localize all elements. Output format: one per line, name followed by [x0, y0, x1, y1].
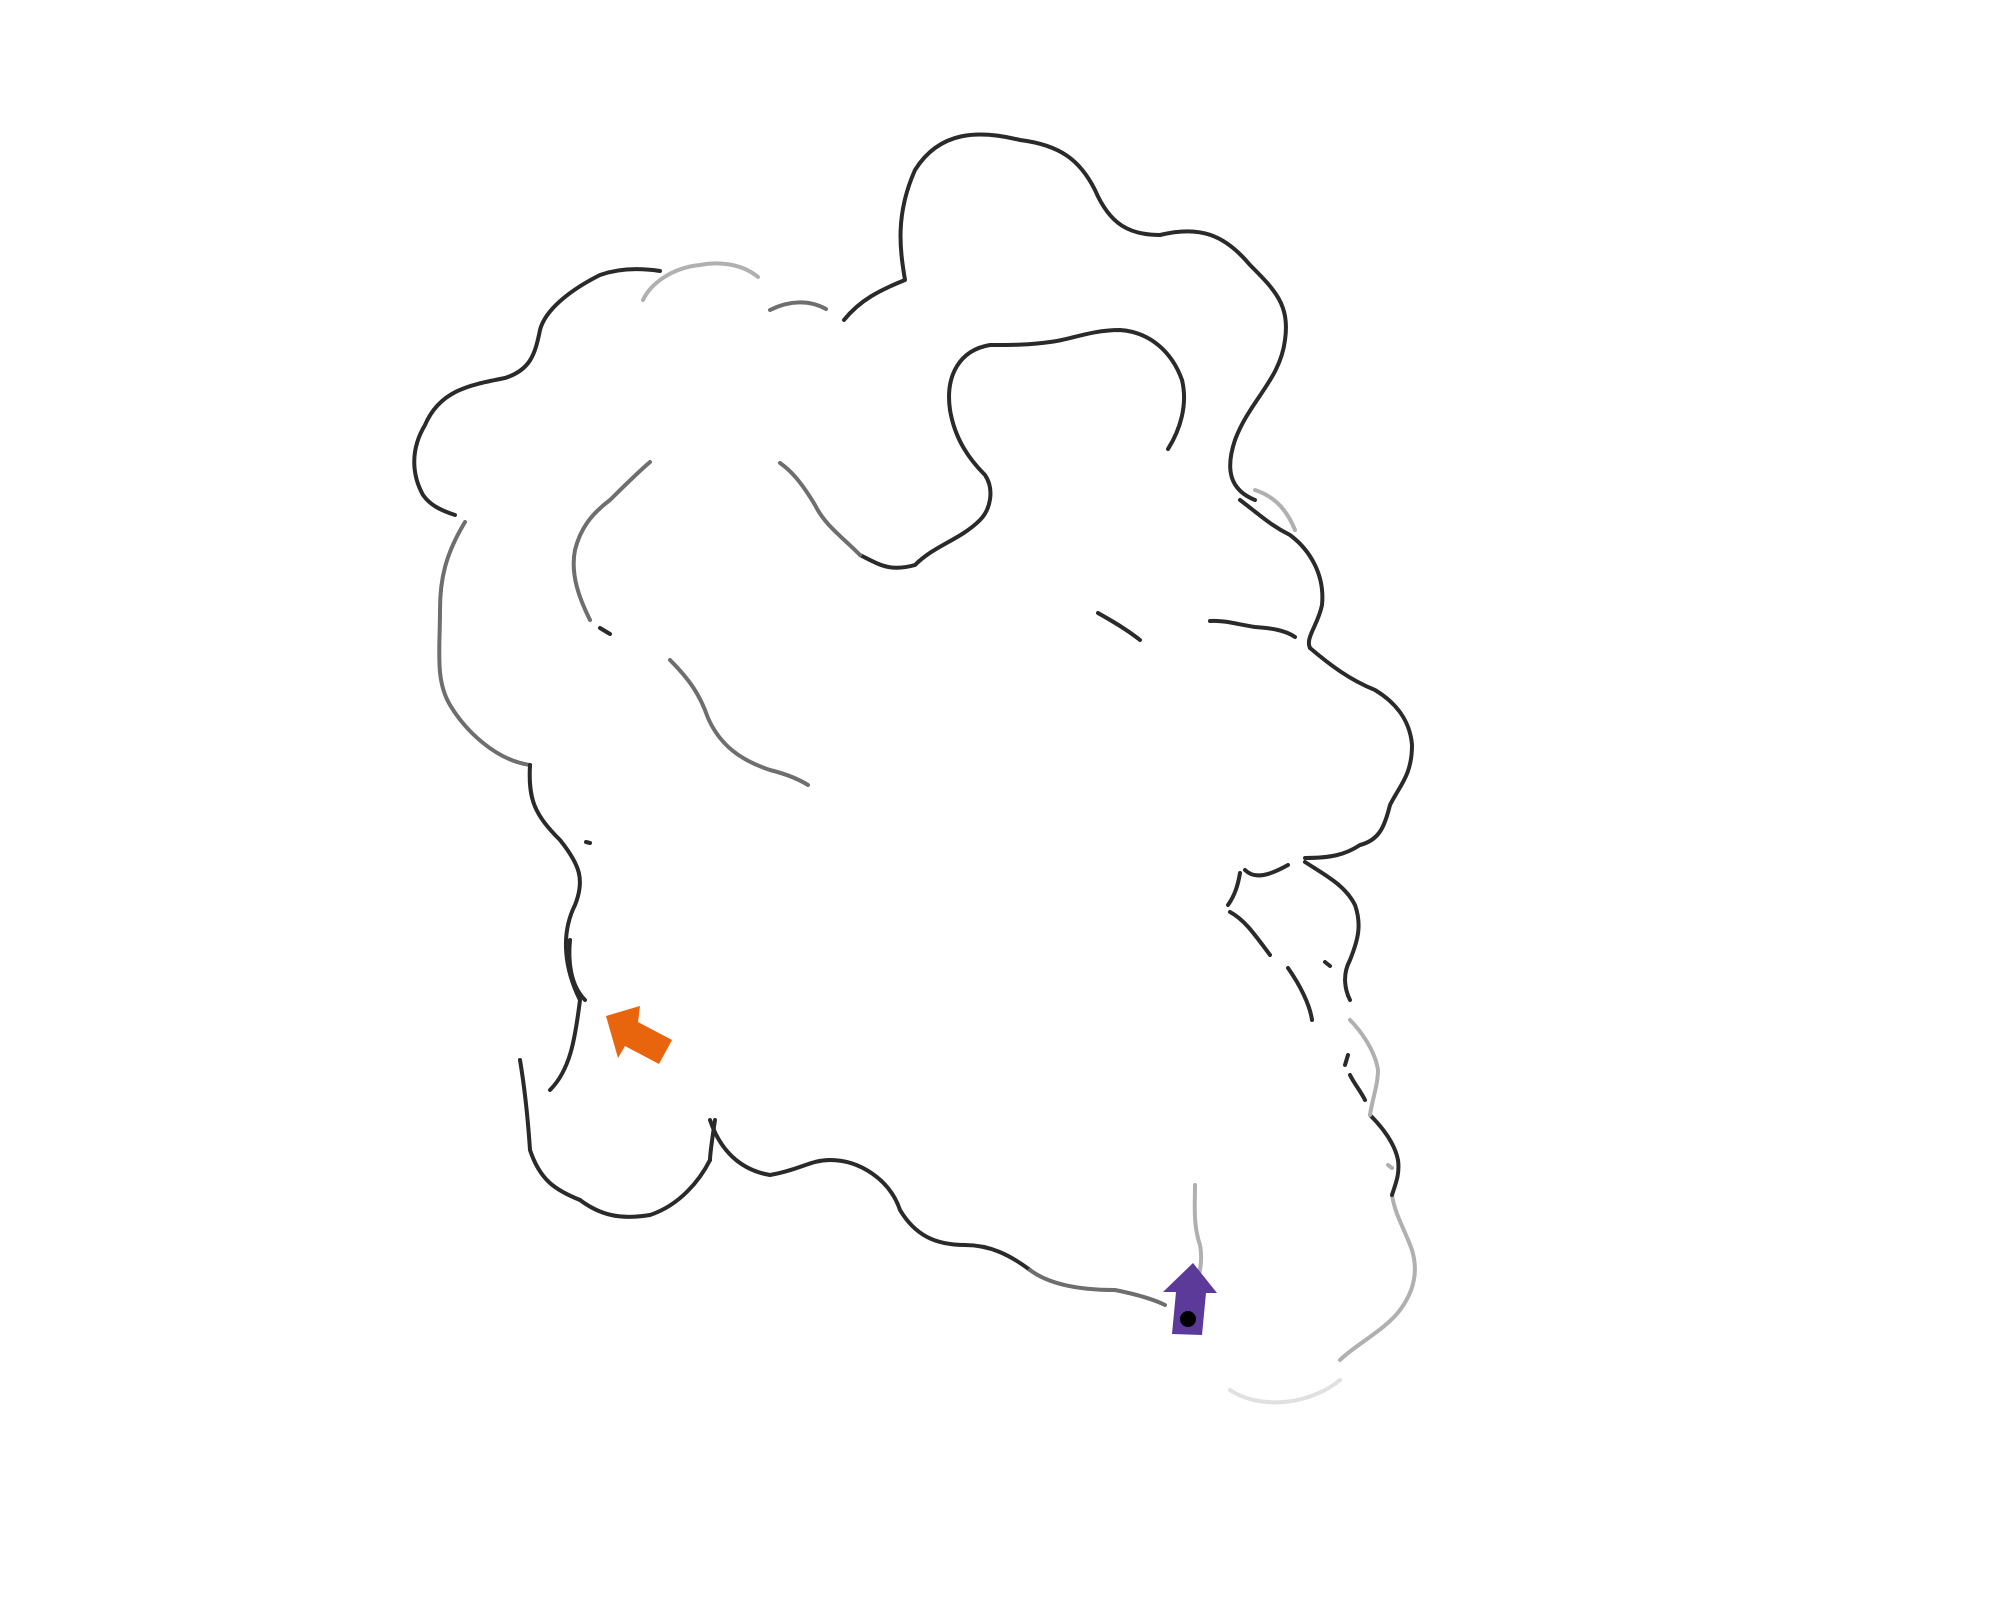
wall-segment [527, 763, 582, 1092]
wall-segment [668, 658, 810, 787]
wall-segment [1386, 1163, 1394, 1170]
maze-outer-wall [412, 132, 1288, 1202]
wall-segment [1028, 1268, 1167, 1307]
wall-segment [437, 520, 532, 767]
purple-arrow-player-icon[interactable] [1163, 1263, 1217, 1335]
maze-lower-wall [578, 1018, 1417, 1405]
maze-inner-walls [571, 328, 1297, 845]
wall-segment [1348, 1073, 1367, 1102]
wall-segment [768, 300, 828, 312]
wall-segment [571, 460, 652, 622]
player-arrow-shape[interactable] [1163, 1263, 1217, 1335]
wall-segment [1226, 871, 1242, 907]
wall-segment [578, 1158, 712, 1219]
maze-right-wall [1226, 488, 1414, 1170]
wall-segment [1208, 618, 1297, 639]
wall-segment [1238, 498, 1325, 650]
wall-segment [1253, 488, 1297, 532]
wall-segment [1286, 966, 1314, 1022]
wall-segment [1368, 1113, 1401, 1197]
wall-segment [778, 461, 862, 557]
wall-segment [1338, 1193, 1417, 1362]
goal-arrow-shape[interactable] [606, 1006, 672, 1064]
wall-segment [1303, 646, 1414, 860]
wall-segment [518, 1058, 582, 1202]
wall-segment [1243, 863, 1290, 878]
wall-segment [1303, 860, 1361, 1002]
orange-arrow-icon[interactable] [606, 1006, 672, 1064]
wall-segment [1228, 910, 1272, 957]
wall-segment [708, 1118, 1032, 1272]
player-dot [1180, 1311, 1196, 1327]
wall-segment [1323, 960, 1332, 968]
wall-segment [1096, 611, 1142, 642]
wall-segment [842, 132, 1288, 502]
wall-segment [584, 840, 592, 845]
wall-segment [708, 1118, 717, 1162]
wall-segment [412, 267, 662, 517]
wall-segment [598, 626, 612, 636]
wall-segment [1228, 1378, 1342, 1405]
wall-segment [1343, 1053, 1350, 1067]
wall-segment [1348, 1018, 1380, 1117]
wall-segment [567, 938, 587, 1002]
wall-segment [641, 261, 760, 302]
wall-segment [858, 328, 1187, 570]
